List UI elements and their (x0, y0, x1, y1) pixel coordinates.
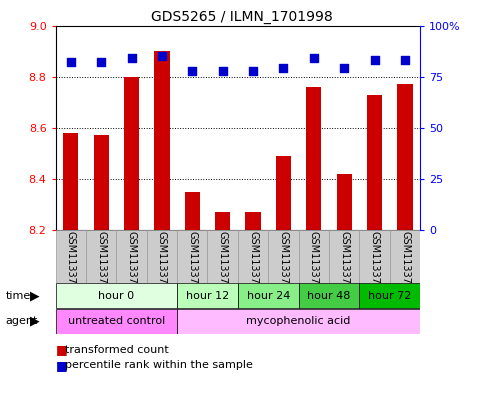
Text: hour 72: hour 72 (368, 291, 412, 301)
Bar (367, 94, 382, 230)
Point (128, 55, 135, 61)
Point (310, 55, 318, 61)
Text: time: time (6, 291, 31, 301)
Bar (398, 84, 412, 230)
Text: ▶: ▶ (30, 315, 40, 328)
Text: ■: ■ (56, 359, 67, 372)
Point (219, 67, 227, 73)
Bar (276, 156, 291, 230)
Text: GSM1133732: GSM1133732 (369, 231, 380, 297)
FancyBboxPatch shape (56, 309, 177, 334)
FancyBboxPatch shape (177, 283, 238, 308)
Text: GSM1133723: GSM1133723 (96, 231, 106, 297)
Point (249, 67, 257, 73)
FancyBboxPatch shape (177, 230, 208, 283)
Bar (94, 135, 109, 230)
Text: GSM1133727: GSM1133727 (218, 231, 227, 297)
Bar (306, 87, 322, 230)
FancyBboxPatch shape (298, 283, 359, 308)
Bar (124, 77, 139, 230)
Bar (63, 133, 78, 230)
Text: agent: agent (6, 316, 38, 326)
Bar (337, 174, 352, 230)
Point (371, 57, 379, 63)
Point (341, 65, 348, 72)
Text: GSM1133728: GSM1133728 (248, 231, 258, 297)
Point (97, 59, 105, 66)
Bar (185, 191, 200, 230)
Text: GSM1133730: GSM1133730 (309, 231, 319, 297)
FancyBboxPatch shape (116, 230, 147, 283)
Text: hour 48: hour 48 (307, 291, 351, 301)
Text: GDS5265 / ILMN_1701998: GDS5265 / ILMN_1701998 (151, 10, 332, 24)
FancyBboxPatch shape (86, 230, 116, 283)
Text: GSM1133733: GSM1133733 (400, 231, 410, 297)
Point (401, 57, 409, 63)
FancyBboxPatch shape (177, 309, 420, 334)
FancyBboxPatch shape (359, 230, 390, 283)
Point (158, 53, 166, 59)
FancyBboxPatch shape (238, 283, 298, 308)
Bar (215, 212, 230, 230)
Text: GSM1133724: GSM1133724 (127, 231, 137, 297)
FancyBboxPatch shape (56, 230, 86, 283)
FancyBboxPatch shape (359, 283, 420, 308)
FancyBboxPatch shape (208, 230, 238, 283)
Text: GSM1133729: GSM1133729 (279, 231, 288, 297)
Text: ▶: ▶ (30, 289, 40, 302)
Text: GSM1133722: GSM1133722 (66, 231, 76, 297)
Text: hour 24: hour 24 (247, 291, 290, 301)
Text: ■: ■ (56, 343, 67, 356)
FancyBboxPatch shape (147, 230, 177, 283)
FancyBboxPatch shape (238, 230, 268, 283)
Point (280, 65, 287, 72)
Text: transformed count: transformed count (65, 345, 169, 355)
Bar (245, 212, 261, 230)
Bar (154, 51, 170, 230)
Text: GSM1133726: GSM1133726 (187, 231, 197, 297)
Point (67, 59, 74, 66)
FancyBboxPatch shape (298, 230, 329, 283)
Text: hour 0: hour 0 (98, 291, 134, 301)
FancyBboxPatch shape (56, 283, 177, 308)
Text: untreated control: untreated control (68, 316, 165, 326)
Text: mycophenolic acid: mycophenolic acid (246, 316, 351, 326)
Text: GSM1133725: GSM1133725 (157, 231, 167, 297)
FancyBboxPatch shape (329, 230, 359, 283)
FancyBboxPatch shape (390, 230, 420, 283)
Text: GSM1133731: GSM1133731 (339, 231, 349, 297)
Text: hour 12: hour 12 (186, 291, 229, 301)
FancyBboxPatch shape (268, 230, 298, 283)
Text: percentile rank within the sample: percentile rank within the sample (65, 360, 253, 371)
Point (188, 67, 196, 73)
